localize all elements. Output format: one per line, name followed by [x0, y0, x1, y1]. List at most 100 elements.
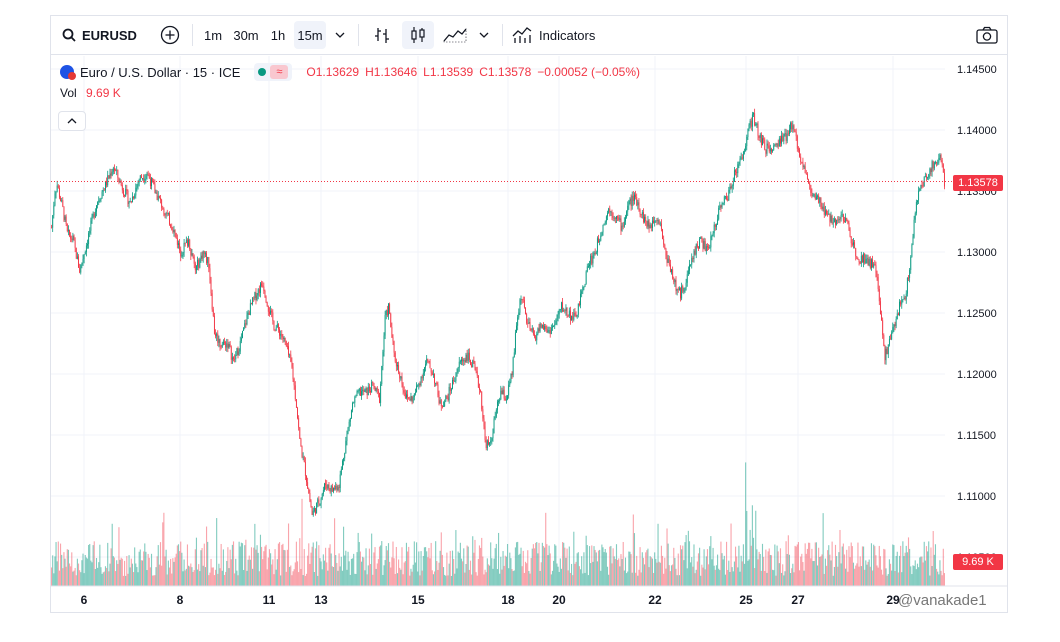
symbol-search-button[interactable]: EURUSD — [58, 21, 142, 49]
ohlc-open: O1.13629 — [306, 65, 360, 79]
volume-bar — [673, 547, 675, 586]
candle-body — [331, 485, 333, 492]
candle-body — [449, 386, 451, 391]
volume-bar — [911, 574, 913, 586]
volume-bar — [420, 551, 422, 586]
candle-body — [402, 384, 404, 391]
volume-bar — [613, 556, 615, 586]
volume-bar — [626, 573, 628, 586]
volume-bar — [611, 563, 613, 586]
interval-30m-button[interactable]: 30m — [233, 27, 259, 43]
chart-type-dropdown-button[interactable] — [474, 21, 494, 49]
volume-bar — [355, 573, 357, 586]
volume-bar — [223, 575, 226, 586]
watermark: @vanakade1 — [898, 592, 987, 609]
volume-bar — [191, 567, 193, 586]
interval-dropdown-button[interactable] — [330, 21, 350, 49]
volume-bar — [127, 573, 129, 586]
volume-bar — [544, 547, 546, 586]
volume-bar — [376, 563, 378, 586]
volume-bar — [537, 553, 539, 586]
candle-body — [553, 326, 555, 328]
market-status-pill[interactable]: ≈ — [254, 63, 293, 81]
volume-bar — [514, 547, 516, 586]
interval-1h-button[interactable]: 1h — [270, 27, 286, 43]
area-chart-type-button[interactable] — [440, 21, 470, 49]
candle-body — [222, 341, 224, 345]
indicators-button[interactable]: Indicators — [512, 21, 612, 49]
bar-chart-type-button[interactable] — [368, 21, 396, 49]
candles-chart-type-button[interactable] — [402, 21, 434, 49]
volume-bar — [183, 559, 185, 586]
volume-bar — [811, 548, 813, 586]
volume-bar — [475, 572, 477, 586]
volume-bar — [200, 550, 202, 586]
candle-body — [710, 236, 712, 248]
volume-bar — [795, 546, 797, 586]
candle-body — [131, 196, 133, 203]
candle-body — [854, 242, 856, 249]
candle-body — [174, 229, 176, 234]
volume-bar — [392, 541, 394, 586]
time-tick-label: 25 — [739, 593, 753, 607]
volume-bar — [368, 548, 370, 586]
volume-bar — [413, 541, 415, 586]
screenshot-button[interactable] — [972, 21, 1002, 49]
volume-bar — [108, 571, 110, 586]
candle-body — [192, 253, 194, 257]
candle-body — [666, 255, 668, 263]
candle-body — [454, 380, 456, 382]
candle-body — [395, 361, 397, 367]
volume-bar — [527, 550, 529, 586]
volume-bar — [181, 552, 183, 586]
candle-body — [488, 440, 489, 445]
volume-bar — [871, 570, 874, 586]
candle-body — [65, 216, 67, 224]
volume-bar — [272, 559, 274, 586]
candle-body — [198, 259, 200, 268]
volume-bar — [52, 555, 54, 586]
volume-bar — [511, 569, 513, 586]
volume-bar — [812, 561, 814, 586]
volume-bar — [239, 546, 241, 586]
volume-bar — [779, 548, 782, 586]
candle-body — [146, 173, 148, 176]
volume-bar — [85, 557, 87, 586]
volume-bar — [371, 533, 373, 586]
candle-body — [727, 198, 729, 201]
volume-bar — [781, 572, 783, 586]
volume-bar — [545, 512, 547, 586]
volume-bar — [763, 556, 765, 586]
candle-body — [753, 113, 754, 115]
volume-bar — [797, 542, 799, 586]
volume-bar — [725, 541, 728, 586]
volume-bar — [723, 555, 725, 586]
volume-bar — [825, 565, 828, 586]
volume-bar — [681, 549, 683, 586]
volume-bar — [229, 549, 231, 586]
volume-bar — [737, 567, 739, 586]
candle-body — [140, 175, 142, 179]
volume-bar — [603, 552, 605, 586]
candle-body — [100, 198, 102, 200]
volume-bar — [728, 560, 730, 586]
price-tick-label: 1.12000 — [957, 369, 997, 381]
volume-bar — [755, 510, 757, 586]
volume-bar — [73, 570, 75, 586]
interval-1m-button[interactable]: 1m — [203, 27, 223, 43]
volume-bar — [581, 556, 583, 586]
candle-body — [393, 341, 395, 353]
volume-bar — [153, 575, 155, 586]
volume-bar — [378, 546, 381, 586]
candle-body — [173, 229, 175, 233]
candle-body — [434, 373, 435, 384]
candle-body — [919, 188, 921, 191]
interval-15m-button[interactable]: 15m — [294, 21, 326, 49]
candle-body — [766, 143, 768, 154]
volume-bar — [760, 570, 762, 586]
candle-body — [818, 195, 820, 203]
compare-symbol-button[interactable] — [156, 21, 184, 49]
volume-bar — [943, 573, 945, 586]
collapse-legend-button[interactable] — [58, 111, 86, 131]
